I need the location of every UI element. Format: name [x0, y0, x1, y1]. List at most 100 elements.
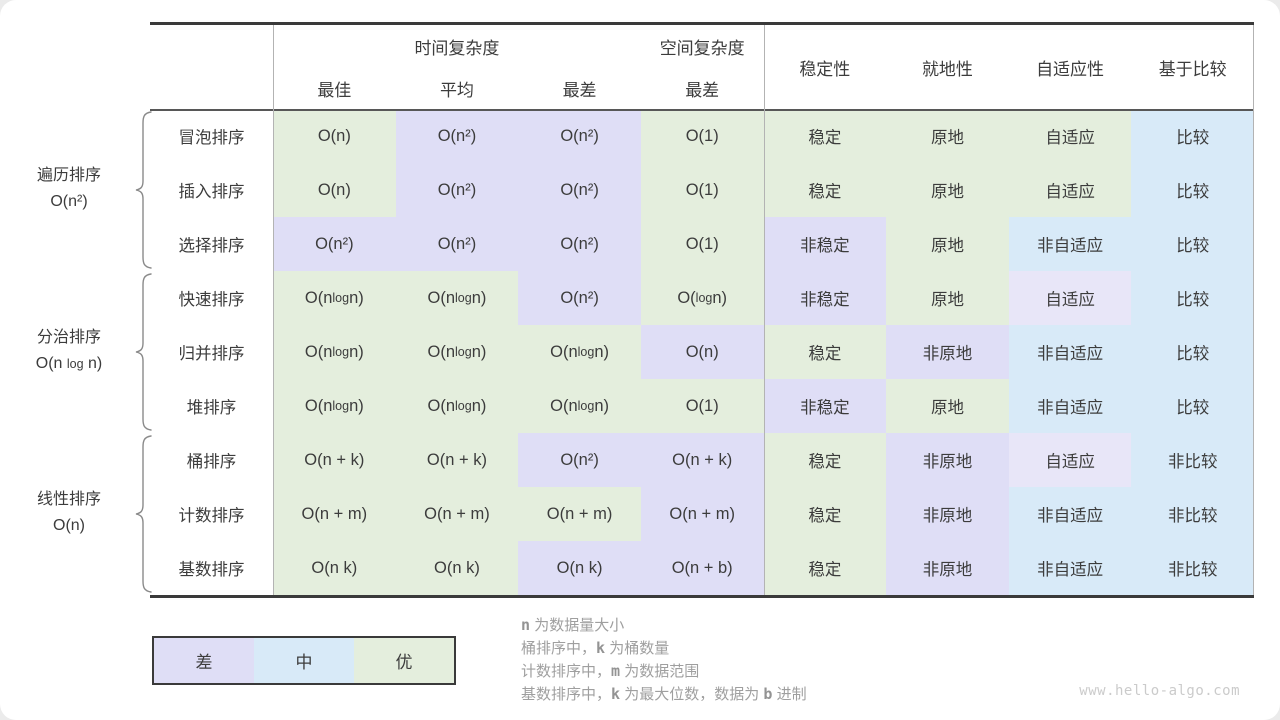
group-brace	[135, 111, 152, 269]
row-label: 选择排序	[178, 237, 245, 255]
row-label: 冒泡排序	[178, 129, 245, 147]
footnotes: n 为数据量大小 桶排序中，k 为桶数量 计数排序中，m 为数据范围 基数排序中，k …	[521, 614, 807, 706]
header-stability: 稳定性	[799, 59, 851, 79]
table-cell: O(n k)	[395, 541, 519, 595]
footnote-variable: k	[596, 639, 606, 657]
table-cell: 非比较	[1131, 433, 1254, 487]
table-cell: O(n²)	[273, 217, 396, 271]
table-cell: 非稳定	[763, 217, 887, 271]
footnote-variable: b	[763, 685, 773, 703]
table-cell: O(n²)	[518, 433, 641, 487]
group-name: 分治排序	[36, 329, 101, 346]
table-cell: O(n + k)	[395, 433, 519, 487]
table-cell: 稳定	[763, 541, 887, 595]
table-cell: O(n log n)	[395, 379, 519, 433]
table-cell: 非比较	[1131, 487, 1254, 541]
table-cell: O(1)	[640, 163, 764, 217]
table-cell: O(n²)	[518, 271, 641, 325]
legend-item-bad: 差	[154, 638, 254, 683]
row-label: 计数排序	[178, 507, 245, 525]
header-time-best: 最佳	[317, 80, 352, 100]
group-complexity: O(n²)	[50, 193, 88, 210]
table-cell: 比较	[1131, 163, 1254, 217]
table-cell: O(n log n)	[395, 325, 519, 379]
footnote-text: 进制	[772, 686, 807, 703]
header-spacer	[150, 25, 273, 109]
vertical-divider-names	[273, 25, 274, 595]
header-space-complexity: 空间复杂度	[659, 38, 745, 58]
footnote-variable: k	[611, 685, 621, 703]
table-cell: O(n²)	[395, 109, 519, 163]
table-cell: O(n k)	[518, 541, 641, 595]
row-label: 桶排序	[186, 453, 237, 471]
group-label: 分治排序 O(n log n)	[6, 325, 132, 377]
footnote-text: 计数排序中，	[521, 663, 612, 680]
table-cell: 非自适应	[1008, 487, 1132, 541]
header-time-average: 平均	[439, 80, 474, 100]
table-cell: O(n)	[640, 325, 764, 379]
table-cell: 非原地	[886, 325, 1009, 379]
table-cell: 自适应	[1008, 433, 1132, 487]
table-cell: 比较	[1131, 109, 1254, 163]
footnote-line: n 为数据量大小	[521, 614, 807, 637]
table-cell: 非原地	[886, 433, 1009, 487]
table-cell: 原地	[886, 271, 1009, 325]
group-name: 线性排序	[36, 491, 101, 508]
table-cell: 非自适应	[1008, 541, 1132, 595]
footnote-line: 计数排序中，m 为数据范围	[521, 660, 807, 683]
footnote-text: 为数据范围	[620, 663, 700, 680]
table-cell: O(1)	[640, 109, 764, 163]
vertical-divider-right-edge	[1253, 25, 1254, 595]
table-cell: 非自适应	[1008, 325, 1132, 379]
table-cell: O(n + m)	[518, 487, 641, 541]
row-label: 插入排序	[178, 183, 245, 201]
table-cell: O(n)	[273, 109, 396, 163]
table-cell: 原地	[886, 109, 1009, 163]
row-label: 归并排序	[178, 345, 245, 363]
table-cell: O(n log n)	[518, 325, 641, 379]
footnote-text: 基数排序中，	[521, 686, 612, 703]
table-cell: O(n²)	[518, 163, 641, 217]
table-cell: 非自适应	[1008, 379, 1132, 433]
group-complexity: O(n log n)	[35, 355, 103, 372]
row-label: 堆排序	[186, 399, 237, 417]
table-cell: 原地	[886, 163, 1009, 217]
table-cell: O(n + b)	[640, 541, 764, 595]
group-name: 遍历排序	[36, 167, 101, 184]
quality-legend: 差中优	[152, 636, 456, 685]
header-time-complexity: 时间复杂度	[414, 38, 500, 58]
table-cell: 稳定	[763, 433, 887, 487]
row-label: 快速排序	[178, 291, 245, 309]
table-cell: 比较	[1131, 217, 1254, 271]
table-cell: 非自适应	[1008, 217, 1132, 271]
table-cell: O(n²)	[518, 217, 641, 271]
legend-item-mid: 中	[254, 638, 354, 683]
comparison-table: 时间复杂度 空间复杂度 最佳 平均 最差 最差 稳定性 就地性 自适应性 基于比…	[150, 22, 1254, 598]
table-cell: 非原地	[886, 541, 1009, 595]
table-cell: O(n²)	[518, 109, 641, 163]
table-cell: 稳定	[763, 325, 887, 379]
table-cell: 原地	[886, 217, 1009, 271]
footnote-variable: n	[521, 616, 531, 634]
table-cell: 原地	[886, 379, 1009, 433]
table-cell: 自适应	[1008, 109, 1132, 163]
header-adaptive: 自适应性	[1036, 59, 1105, 79]
header-comparison-based: 基于比较	[1158, 59, 1227, 79]
header-divider-line	[150, 109, 1254, 111]
table-cell: O(n²)	[395, 163, 519, 217]
table-cell: 非稳定	[763, 271, 887, 325]
table-cell: O(1)	[640, 379, 764, 433]
group-complexity: O(n)	[53, 517, 85, 534]
table-cell: O(n + m)	[395, 487, 519, 541]
table-cell: O(n log n)	[395, 271, 519, 325]
group-label: 线性排序 O(n)	[6, 487, 132, 539]
footnote-variable: m	[611, 662, 621, 680]
table-cell: O(n k)	[273, 541, 396, 595]
footnote-line: 基数排序中，k 为最大位数，数据为 b 进制	[521, 683, 807, 706]
header-space-worst: 最差	[685, 80, 720, 100]
table-cell: O(log n)	[640, 271, 764, 325]
table-cell: 比较	[1131, 271, 1254, 325]
vertical-divider-complexity	[763, 25, 765, 595]
table-cell: O(n log n)	[273, 379, 396, 433]
table-cell: 稳定	[763, 163, 887, 217]
